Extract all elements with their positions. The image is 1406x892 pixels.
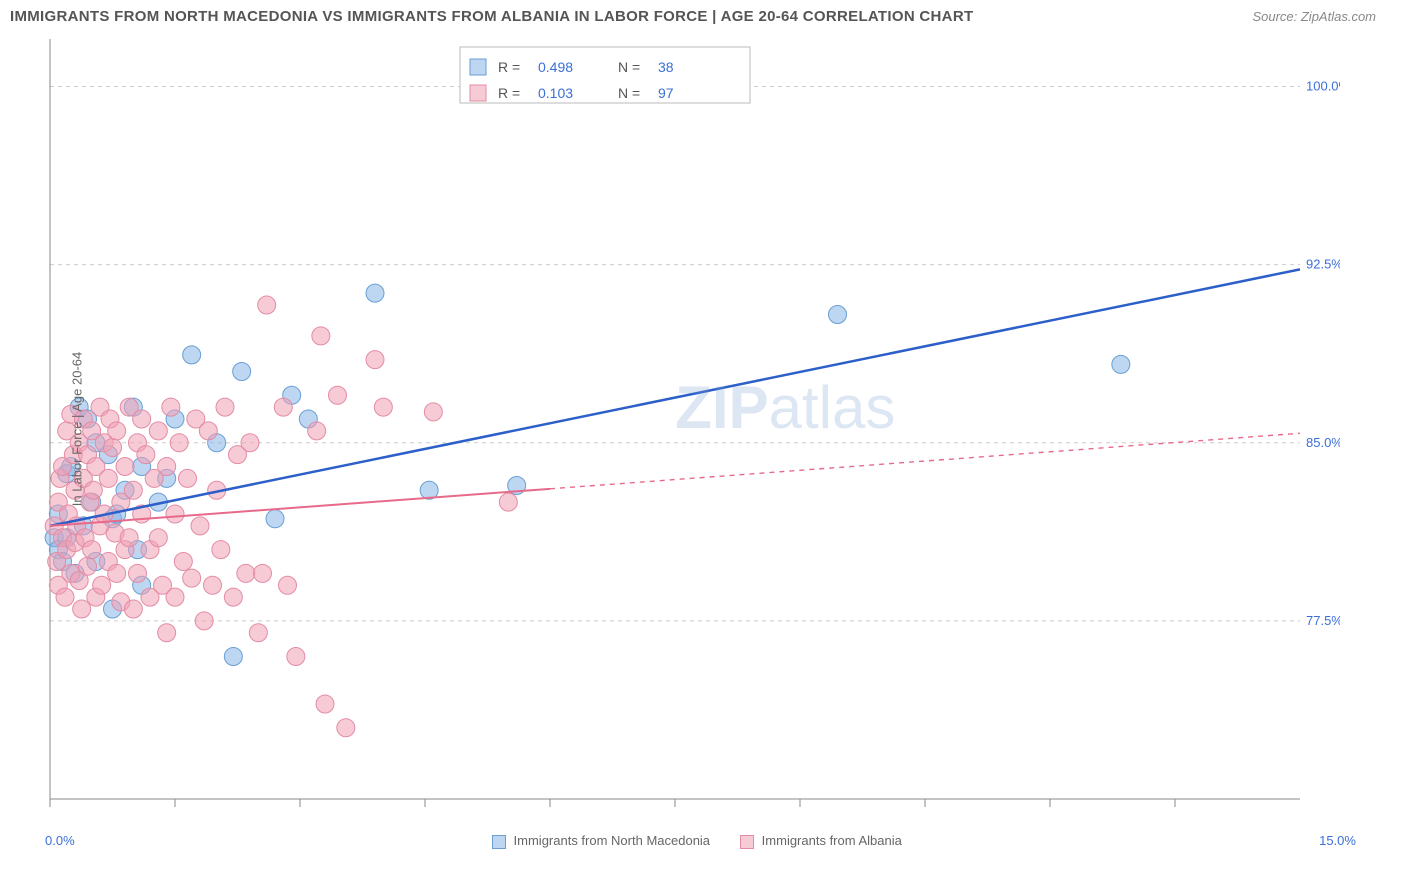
swatch-albania [740,835,754,849]
scatter-chart: 77.5% 85.0% 92.5% 100.0% R = 0.498 N = 38 R = 0.1… [10,29,1340,829]
swatch-macedonia [492,835,506,849]
bottom-legend: Immigrants from North Macedonia Immigran… [492,833,902,849]
svg-text:0.498: 0.498 [538,59,573,75]
legend-item-macedonia: Immigrants from North Macedonia [492,833,710,849]
svg-text:85.0%: 85.0% [1306,435,1340,450]
svg-text:N =: N = [618,85,640,101]
svg-text:38: 38 [658,59,674,75]
svg-text:N =: N = [618,59,640,75]
svg-text:92.5%: 92.5% [1306,257,1340,272]
svg-text:100.0%: 100.0% [1306,79,1340,94]
x-min-label: 0.0% [45,833,75,848]
svg-text:97: 97 [658,85,674,101]
svg-text:R =: R = [498,85,520,101]
x-max-label: 15.0% [1319,833,1356,848]
y-axis-label: In Labor Force | Age 20-64 [70,352,85,506]
bottom-legend-row: 0.0% Immigrants from North Macedonia Imm… [0,829,1406,849]
source-text: Source: ZipAtlas.com [1252,9,1376,24]
chart-container: In Labor Force | Age 20-64 77.5% 85.0% 92.… [10,29,1396,829]
svg-text:77.5%: 77.5% [1306,613,1340,628]
svg-text:0.103: 0.103 [538,85,573,101]
chart-title: IMMIGRANTS FROM NORTH MACEDONIA VS IMMIG… [10,8,973,25]
legend-label-albania: Immigrants from Albania [762,833,902,848]
svg-text:R =: R = [498,59,520,75]
title-bar: IMMIGRANTS FROM NORTH MACEDONIA VS IMMIG… [0,0,1406,29]
legend-label-macedonia: Immigrants from North Macedonia [514,833,711,848]
legend-item-albania: Immigrants from Albania [740,833,902,849]
